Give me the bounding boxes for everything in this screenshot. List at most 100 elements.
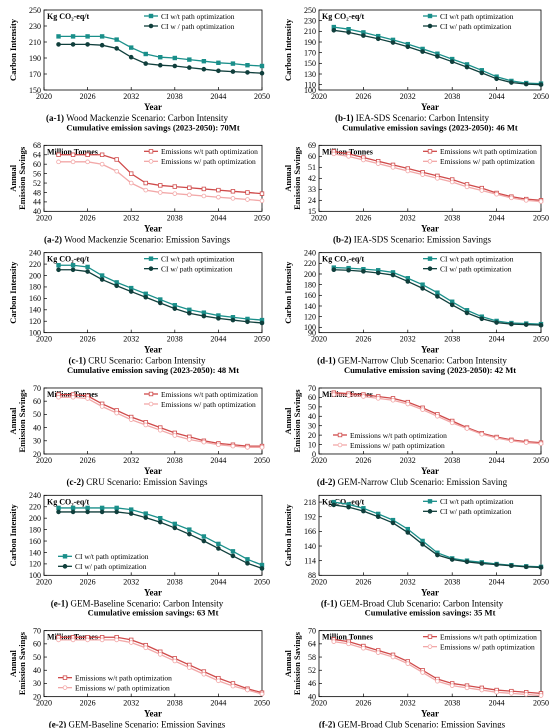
data-point <box>157 652 163 657</box>
data-point <box>538 565 544 570</box>
x-axis-title: Year <box>144 223 162 233</box>
y-tick-label: 250 <box>304 6 316 15</box>
data-point <box>70 263 76 268</box>
data-point <box>157 190 163 195</box>
data-point <box>70 637 76 643</box>
y-tick-label: 140 <box>304 542 316 551</box>
data-point <box>85 505 90 511</box>
x-tick-label: 2032 <box>123 335 139 344</box>
panel-caption: (c-1) CRU Scenario: Carbon Intensity <box>69 356 206 366</box>
data-point <box>479 70 485 76</box>
x-tick-label: 2020 <box>36 699 52 708</box>
data-point <box>201 193 207 199</box>
legend-marker <box>148 149 154 154</box>
y-tick-label: 24 <box>308 196 316 205</box>
x-axis-title: Year <box>421 223 439 233</box>
data-point <box>361 645 366 651</box>
panel-header: Cumulative emission saving (2023-2050): … <box>344 365 516 375</box>
data-point <box>523 198 529 203</box>
x-tick-label: 2020 <box>311 577 327 586</box>
data-point <box>405 168 411 174</box>
data-point <box>216 316 221 321</box>
legend-marker <box>62 564 68 569</box>
y-tick-label: 114 <box>304 556 316 565</box>
x-axis-title: Year <box>421 102 439 112</box>
legend-marker <box>427 634 433 639</box>
data-point <box>114 168 119 174</box>
series-line-2 <box>58 161 263 202</box>
x-tick-label: 2038 <box>444 699 460 708</box>
data-point <box>201 186 207 192</box>
data-point <box>479 687 485 693</box>
legend-label: Emissions w/t path optimization <box>161 147 258 156</box>
y-tick-label: 10 <box>308 440 316 449</box>
legend-label: CI w/t path optimization <box>440 12 514 21</box>
legend-label: CI w/t path optimization <box>161 254 235 263</box>
legend-label: Emissions w/t path optimization <box>440 147 537 156</box>
data-point <box>259 566 265 571</box>
data-point <box>143 515 149 520</box>
data-point <box>361 157 366 163</box>
x-tick-label: 2044 <box>489 335 505 344</box>
data-point <box>420 542 425 547</box>
panel-caption: (e-2) GEM-Baseline Scenario: Emission Sa… <box>49 720 226 728</box>
data-point <box>99 637 105 643</box>
data-point <box>56 637 61 643</box>
legend-marker <box>427 159 433 164</box>
legend-marker <box>148 391 154 397</box>
y-tick-label: 52 <box>308 666 316 675</box>
legend-label: Emissions w/ path optimization <box>350 441 445 450</box>
data-point <box>346 154 351 159</box>
y-tick-label: 51 <box>308 163 316 172</box>
data-point <box>187 527 192 532</box>
data-point <box>187 665 192 670</box>
y-tick-label: 140 <box>29 548 41 557</box>
data-point <box>187 185 192 190</box>
data-point <box>201 538 207 544</box>
data-point <box>449 420 455 426</box>
data-point <box>56 267 61 273</box>
legend-marker <box>148 401 154 407</box>
x-tick-label: 2026 <box>355 577 371 586</box>
data-point <box>509 321 514 327</box>
data-point <box>390 272 396 278</box>
data-point <box>216 546 221 551</box>
x-tick-label: 2044 <box>489 213 505 222</box>
data-point <box>56 505 61 511</box>
plot-frame <box>43 387 263 455</box>
x-tick-label: 2020 <box>36 456 52 465</box>
x-tick-label: 2032 <box>400 335 416 344</box>
data-point <box>230 69 236 74</box>
data-point <box>70 509 76 515</box>
x-tick-label: 2044 <box>210 456 226 465</box>
x-tick-label: 2050 <box>254 92 270 101</box>
data-point <box>435 290 440 295</box>
x-tick-label: 2044 <box>210 213 226 222</box>
y-tick-label: 150 <box>304 59 316 68</box>
y-tick-label: 220 <box>304 259 316 268</box>
data-point <box>187 192 192 198</box>
data-point <box>390 520 396 526</box>
y-tick-label: 90 <box>308 328 316 337</box>
x-tick-label: 2038 <box>167 577 183 586</box>
data-point <box>172 191 178 196</box>
y-axis-title: AnnualEmission Savings <box>8 146 27 210</box>
y-tick-label: 220 <box>29 260 41 269</box>
data-point <box>420 670 425 675</box>
data-point <box>85 269 90 274</box>
plot-frame <box>318 387 542 455</box>
y-tick-label: 120 <box>304 312 316 321</box>
y-axis-title: Carbon Intensity <box>283 261 293 324</box>
y-tick-label: 15 <box>308 207 316 216</box>
unit-label: Million Tonnes <box>322 633 373 642</box>
data-point <box>128 289 134 294</box>
data-point <box>523 440 529 445</box>
legend-label: CI w/t path optimization <box>440 497 514 506</box>
legend-label: CI w / path optimization <box>161 22 235 31</box>
data-point <box>56 152 61 157</box>
x-axis-title: Year <box>144 709 162 719</box>
unit-label: Million Tonnes <box>47 147 98 156</box>
y-axis-title: AnnualEmission Savings <box>283 631 302 695</box>
x-tick-label: 2020 <box>36 335 52 344</box>
x-tick-label: 2044 <box>210 577 226 586</box>
